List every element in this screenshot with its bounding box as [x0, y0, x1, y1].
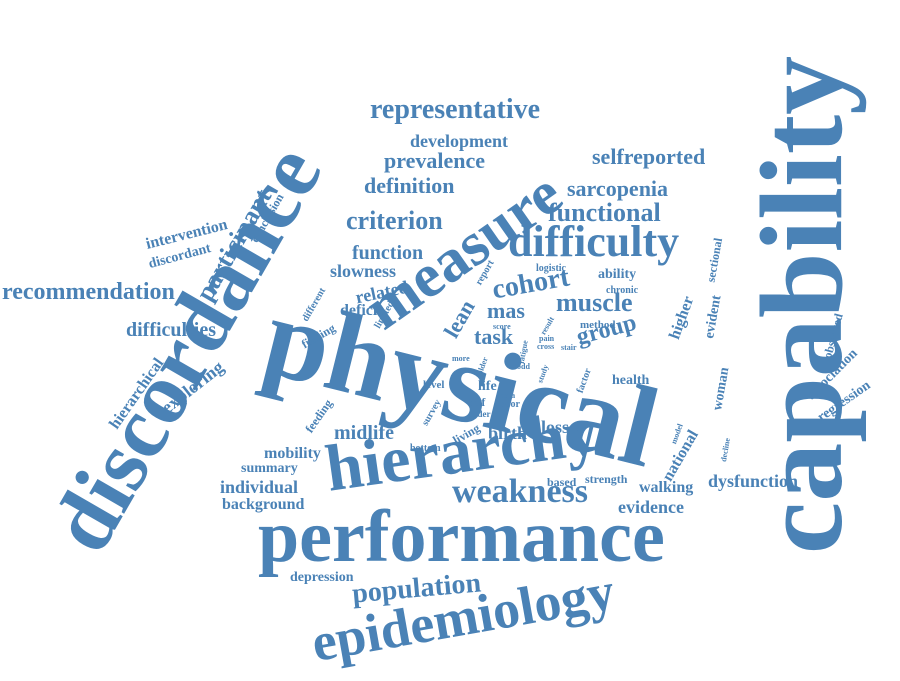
word-weakness: weakness [452, 473, 589, 510]
word-cross: cross [537, 342, 555, 351]
word-pain: pain [539, 334, 555, 343]
word-strength: strength [585, 472, 628, 486]
word-difficulties: difficulties [126, 319, 216, 341]
word-odd: odd [517, 362, 530, 371]
word-selfreported: selfreported [592, 144, 706, 169]
word-task: task [474, 324, 514, 349]
word-more: more [452, 354, 470, 363]
word-functional: functional [548, 198, 661, 227]
word-sectional: sectional [703, 236, 726, 284]
word-walking: walking [639, 479, 694, 496]
word-data: data [500, 391, 516, 400]
word-life: life [478, 379, 497, 394]
word-bottom: bottom [410, 443, 441, 454]
word-logistic: logistic [536, 263, 566, 274]
word-difficulty: difficulty [508, 217, 680, 266]
word-performance: performance [258, 496, 665, 578]
word-function: function [352, 242, 424, 264]
word-health: health [612, 373, 650, 388]
word-individual: individual [220, 477, 299, 497]
word-order: order [469, 409, 491, 419]
word-based: based [547, 475, 577, 489]
word-national: national [659, 427, 702, 485]
word-ability: ability [598, 267, 637, 282]
word-midlife: midlife [334, 422, 394, 444]
word-definition: definition [364, 173, 455, 198]
word-muscle: muscle [556, 288, 633, 317]
word-dysfunction: dysfunction [708, 471, 799, 491]
word-method: method [580, 319, 616, 331]
word-slowness: slowness [330, 261, 397, 281]
word-chronic: chronic [606, 285, 639, 296]
word-recommendation: recommendation [2, 279, 175, 305]
word-mas: mas [487, 298, 525, 323]
word-level: level [423, 379, 445, 391]
word-stair: stair [561, 343, 577, 352]
word-mobility: mobility [264, 445, 321, 462]
word-loss: loss [541, 417, 570, 437]
word-criterion: criterion [346, 206, 443, 235]
word-higher: higher [666, 294, 698, 342]
word-decline: decline [718, 437, 733, 463]
word-evidence: evidence [618, 497, 684, 517]
word-birth: birth [488, 423, 528, 443]
word-self: self [468, 395, 486, 409]
word-summary: summary [241, 461, 298, 476]
word-poor: poor [500, 399, 520, 410]
word-prevalence: prevalence [384, 148, 486, 173]
word-background: background [222, 496, 305, 513]
word-evident: evident [702, 294, 725, 340]
word-depression: depression [290, 570, 354, 585]
word-sarcopenia: sarcopenia [567, 176, 669, 201]
word-development: development [410, 131, 508, 151]
word-woman: woman [710, 366, 733, 412]
word-score: score [493, 322, 511, 331]
word-deficit: deficit [340, 302, 383, 319]
word-representative: representative [370, 94, 541, 125]
